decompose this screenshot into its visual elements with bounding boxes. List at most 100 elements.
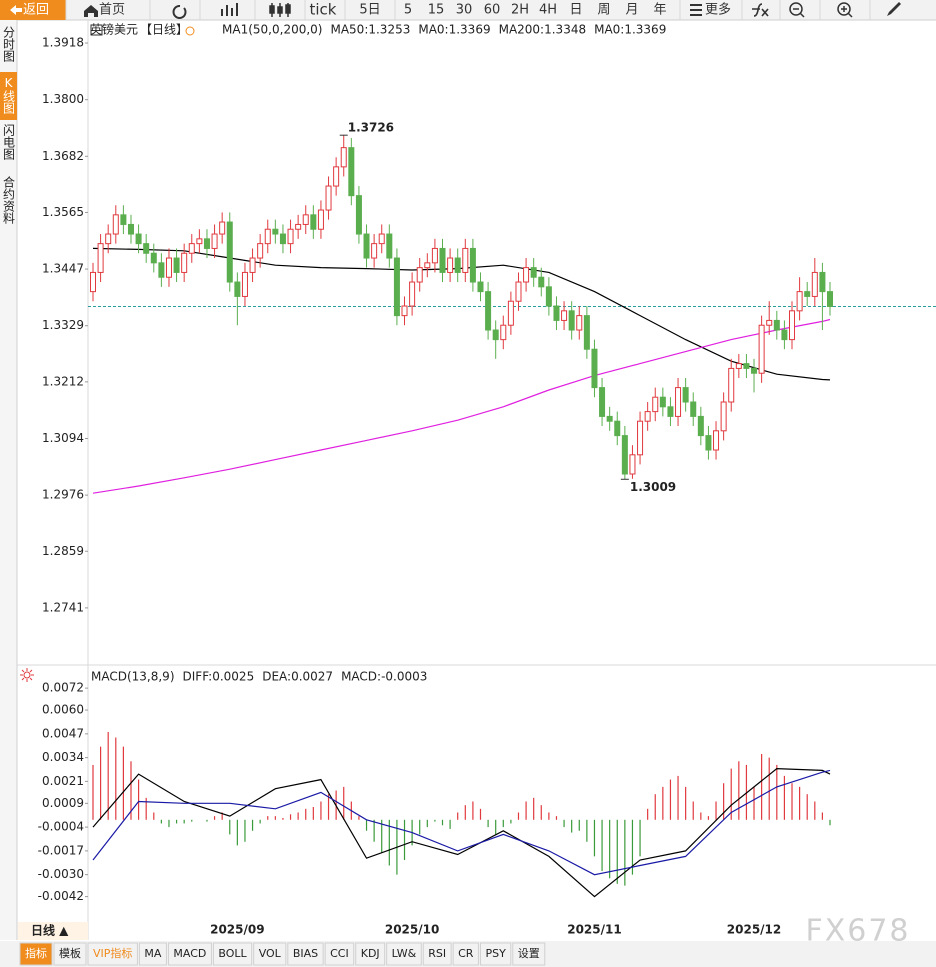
tab[interactable]: KDJ (361, 947, 380, 960)
tab-bg[interactable] (87, 942, 138, 966)
candle-body (196, 238, 203, 245)
tab[interactable]: 设置 (518, 947, 540, 960)
candle-body (295, 223, 302, 230)
home-icon[interactable] (84, 5, 98, 17)
zoom-out-icon[interactable] (789, 2, 805, 18)
toolbar-button[interactable]: 5日 (359, 3, 380, 18)
tab[interactable]: 指标 (25, 946, 47, 960)
tab-bg[interactable] (212, 942, 253, 966)
legend-entry: MACD:-0.0003 (341, 670, 427, 684)
candle-icon[interactable] (269, 3, 291, 17)
candle-body (713, 430, 720, 451)
candle-body (97, 243, 104, 273)
toolbar-button[interactable]: 2H (511, 3, 529, 18)
toolbar-button[interactable]: 返回 (23, 3, 49, 18)
tab-bg[interactable] (138, 942, 167, 966)
toolbar-items: 返回 首页 tick 5日 5 15 30 60 2H 4H 日周月年 更多 (23, 0, 871, 20)
toolbar-button[interactable]: 60 (484, 3, 501, 18)
tab-bg[interactable] (422, 942, 452, 966)
tab[interactable]: MA (144, 947, 161, 960)
period-button[interactable]: 日线 ▲ (31, 923, 69, 938)
tab[interactable]: BOLL (218, 947, 247, 960)
tab[interactable]: VIP指标 (93, 946, 132, 960)
candle-body (378, 233, 385, 245)
tab-bg[interactable] (53, 942, 87, 966)
line-series (92, 767, 831, 898)
candle-body (766, 319, 773, 326)
candle-body (804, 291, 811, 297)
tab[interactable]: CCI (330, 947, 349, 960)
more-icon[interactable] (690, 4, 702, 16)
toolbar-button[interactable]: 更多 (705, 2, 731, 18)
tab-bg[interactable] (479, 942, 512, 966)
tab-bg[interactable] (253, 942, 287, 966)
candle-body (826, 291, 834, 308)
tab[interactable]: LW& (392, 947, 417, 960)
tab[interactable]: RSI (428, 947, 446, 960)
candle-body (675, 387, 682, 417)
toolbar-button[interactable]: 首页 (99, 3, 125, 18)
candle-body (371, 243, 378, 259)
period-button-bg[interactable] (18, 922, 88, 940)
tab[interactable]: 模板 (59, 946, 81, 960)
sidebar-active (0, 72, 17, 120)
zoom-in-icon[interactable] (837, 2, 853, 18)
tab-bg[interactable] (167, 942, 212, 966)
draw-icon[interactable] (887, 2, 901, 16)
candle-body (89, 271, 97, 293)
tab-bg[interactable] (355, 942, 386, 966)
tab-bg[interactable] (287, 942, 324, 966)
candle-body (386, 233, 393, 259)
candle-body (165, 257, 172, 278)
candle-body (477, 281, 484, 293)
tab-bg[interactable] (386, 942, 422, 966)
tab[interactable]: VOL (259, 947, 282, 960)
tab[interactable]: BIAS (293, 947, 318, 960)
candle-body (599, 387, 606, 417)
settings-icon[interactable] (20, 668, 34, 682)
candle-body (416, 267, 423, 283)
toolbar-button[interactable]: 15 (428, 3, 445, 18)
candle-body (697, 415, 704, 437)
formula-icon[interactable] (752, 3, 769, 17)
toolbar-button[interactable]: 30 (456, 3, 473, 18)
toolbar-button[interactable]: 月 (625, 3, 638, 18)
candle-body (492, 329, 499, 341)
tab-bg[interactable] (452, 942, 479, 966)
back-button[interactable] (0, 0, 66, 20)
candle-body (211, 233, 218, 249)
toolbar-button[interactable]: 4H (539, 3, 557, 18)
add-icon[interactable] (185, 26, 195, 36)
sidebar-tab[interactable]: 闪电图 (2, 124, 16, 160)
candle-body (796, 291, 803, 312)
line-chart-icon[interactable] (221, 3, 238, 16)
sidebar-tab[interactable]: 分时图 (2, 26, 16, 62)
tab-bg[interactable] (19, 942, 53, 966)
sidebar-tab[interactable]: K线图 (2, 76, 16, 114)
y-tick-label: 1.2741 (42, 600, 84, 614)
toolbar-button[interactable]: 周 (597, 3, 610, 18)
tab-bg[interactable] (512, 942, 546, 966)
x-tick-label: 2025/12 (727, 923, 781, 937)
toolbar-button[interactable]: tick (310, 1, 337, 19)
tab[interactable]: CR (458, 947, 474, 960)
sidebar-tab[interactable]: 合约资料 (2, 175, 16, 224)
tab[interactable]: MACD (173, 947, 206, 960)
toolbar-button[interactable]: 日 (569, 3, 582, 18)
candle-body (355, 195, 362, 235)
tab[interactable]: PSY (485, 947, 506, 960)
tab-bg[interactable] (324, 942, 355, 966)
candle-body (287, 228, 294, 245)
candle-body (500, 324, 507, 341)
toolbar-button[interactable]: 年 (653, 3, 666, 18)
watermark: FX678 (805, 914, 910, 949)
y-tick-label: 0.0060 (42, 703, 84, 717)
refresh-icon[interactable] (172, 5, 187, 19)
legend-entry: MA0:1.3369 (594, 23, 666, 37)
ma-icon[interactable] (90, 24, 103, 36)
y-tick-label: -0.0017 (38, 843, 84, 857)
candle-body (409, 281, 416, 307)
sidebar (0, 20, 17, 940)
candle-body (241, 271, 248, 297)
toolbar-button[interactable]: 5 (404, 3, 412, 18)
